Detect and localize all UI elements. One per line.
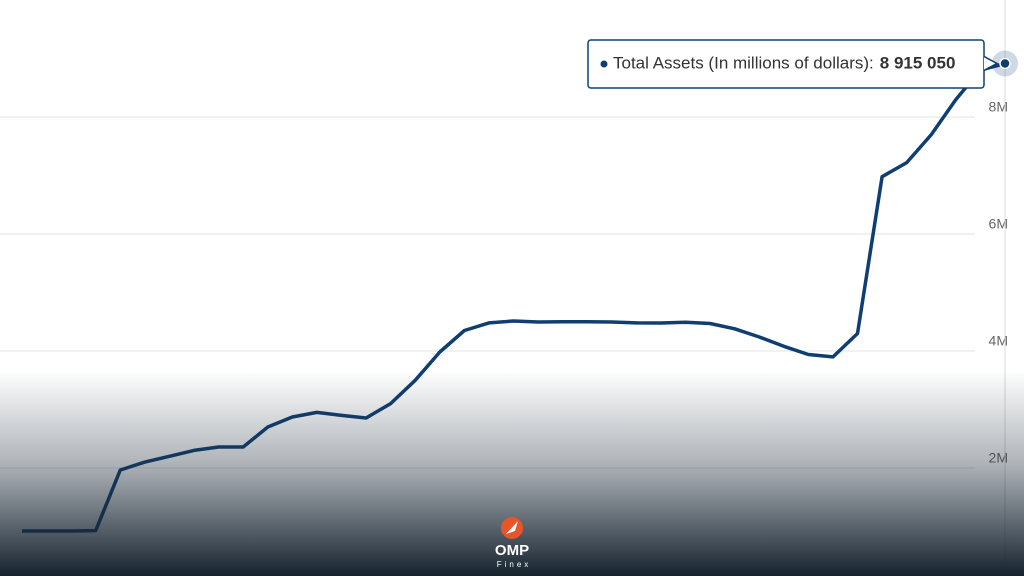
y-tick-label: 4M	[989, 333, 1008, 349]
logo-mark	[506, 521, 518, 534]
tooltip-value: 8 915 050	[880, 53, 956, 72]
tooltip-label: Total Assets (In millions of dollars):	[613, 53, 874, 72]
logo-title: OMP	[495, 542, 529, 559]
y-tick-label: 8M	[989, 99, 1008, 115]
logo-subtitle: Finex	[497, 560, 532, 569]
overlay	[0, 370, 1024, 576]
tooltip-pointer	[983, 55, 999, 72]
y-tick-label: 6M	[989, 216, 1008, 232]
watermark: OMP Finex	[495, 517, 532, 569]
hover-point	[999, 57, 1011, 70]
tooltip-bullet	[600, 60, 608, 68]
